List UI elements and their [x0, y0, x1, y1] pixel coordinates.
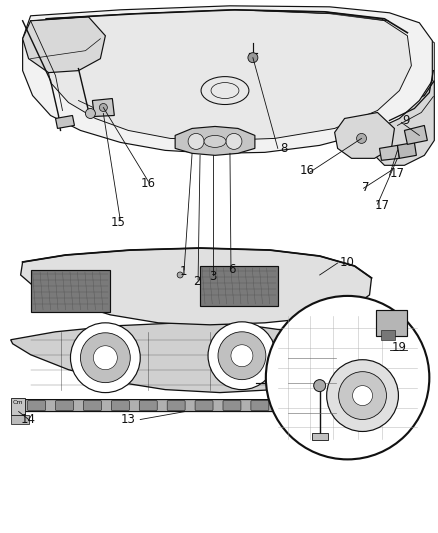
Text: 8: 8 [280, 142, 287, 155]
Circle shape [231, 345, 253, 367]
FancyBboxPatch shape [28, 401, 46, 410]
Ellipse shape [204, 135, 226, 148]
Text: 16: 16 [299, 164, 314, 177]
FancyBboxPatch shape [111, 401, 129, 410]
Polygon shape [19, 400, 346, 411]
Circle shape [226, 133, 242, 149]
Bar [381, 330, 396, 340]
Polygon shape [379, 146, 399, 160]
Polygon shape [335, 112, 395, 158]
Bar [31, 270, 110, 312]
Text: 2: 2 [193, 276, 201, 288]
Circle shape [353, 385, 372, 406]
Polygon shape [11, 398, 25, 415]
Text: Cm: Cm [13, 400, 23, 405]
FancyBboxPatch shape [307, 401, 325, 410]
Polygon shape [397, 142, 417, 158]
Circle shape [218, 332, 266, 379]
Circle shape [177, 272, 183, 278]
Text: 19: 19 [392, 341, 406, 354]
Circle shape [248, 53, 258, 63]
Circle shape [266, 296, 429, 459]
Text: 1: 1 [180, 265, 187, 278]
Circle shape [71, 323, 140, 393]
Bar [375, 310, 407, 336]
Polygon shape [312, 433, 328, 440]
Circle shape [93, 346, 117, 370]
Text: 16: 16 [141, 177, 156, 190]
FancyBboxPatch shape [139, 401, 157, 410]
Polygon shape [11, 415, 28, 424]
Text: 17: 17 [389, 167, 404, 180]
Text: 17: 17 [374, 199, 389, 212]
FancyBboxPatch shape [56, 401, 74, 410]
Text: 3: 3 [209, 270, 217, 284]
Circle shape [357, 133, 367, 143]
Polygon shape [92, 99, 114, 117]
Text: 10: 10 [339, 255, 354, 269]
Circle shape [327, 360, 399, 432]
Text: 9: 9 [403, 114, 410, 127]
Polygon shape [56, 116, 74, 128]
Circle shape [314, 379, 326, 392]
Polygon shape [404, 125, 427, 144]
Text: 13: 13 [121, 413, 136, 426]
Circle shape [339, 372, 386, 419]
Bar [200, 266, 278, 306]
Circle shape [81, 333, 130, 383]
Circle shape [208, 322, 276, 390]
FancyBboxPatch shape [195, 401, 213, 410]
FancyBboxPatch shape [251, 401, 269, 410]
FancyBboxPatch shape [167, 401, 185, 410]
Circle shape [99, 103, 107, 111]
Text: 14: 14 [21, 413, 36, 426]
Circle shape [188, 133, 204, 149]
FancyBboxPatch shape [279, 401, 297, 410]
Polygon shape [23, 17, 106, 72]
Polygon shape [23, 6, 432, 154]
FancyBboxPatch shape [223, 401, 241, 410]
FancyBboxPatch shape [83, 401, 101, 410]
Polygon shape [374, 80, 434, 165]
Polygon shape [46, 10, 411, 140]
Polygon shape [11, 323, 345, 393]
Circle shape [85, 109, 95, 118]
Polygon shape [175, 126, 255, 155]
Polygon shape [21, 248, 371, 325]
Polygon shape [245, 9, 434, 109]
Text: 6: 6 [228, 263, 236, 277]
Text: 7: 7 [361, 181, 369, 194]
Text: 15: 15 [111, 216, 126, 229]
